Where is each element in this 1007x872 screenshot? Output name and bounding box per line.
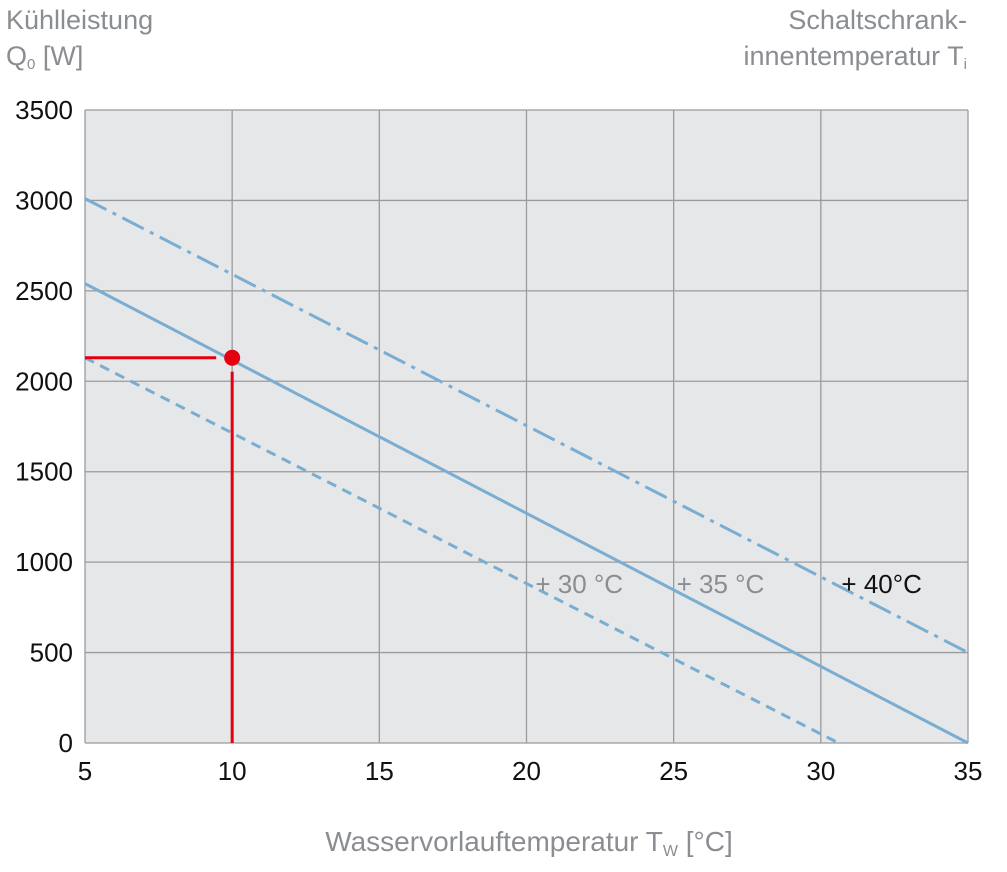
x-tick-label: 10 bbox=[218, 756, 247, 786]
y-tick-label: 2000 bbox=[15, 366, 73, 396]
x-axis-subscript: W bbox=[662, 843, 678, 860]
y-axis-symbol: Q bbox=[6, 41, 28, 71]
x-axis-unit: [°C] bbox=[678, 826, 733, 857]
series-group-label-text: innentemperatur T bbox=[743, 41, 964, 71]
y-tick-label: 3000 bbox=[15, 185, 73, 215]
series-group-label-line2: innentemperatur Ti bbox=[744, 38, 967, 83]
marker-point bbox=[224, 349, 241, 366]
y-tick-label: 2500 bbox=[15, 276, 73, 306]
series-group-label: Schaltschrank- innentemperatur Ti bbox=[744, 2, 967, 83]
x-tick-label: 5 bbox=[78, 756, 92, 786]
x-tick-label: 30 bbox=[806, 756, 835, 786]
y-axis-label-line2: Q0 [W] bbox=[6, 38, 153, 83]
x-tick-labels: 5 10 15 20 25 30 35 bbox=[78, 756, 983, 786]
series-label: + 30 °C bbox=[535, 569, 623, 599]
series-line bbox=[84, 197, 969, 654]
y-axis-label-line1: Kühlleistung bbox=[6, 5, 154, 35]
y-tick-labels: 0 500 1000 1500 2000 2500 3000 3500 bbox=[15, 95, 73, 758]
y-tick-label: 0 bbox=[59, 728, 73, 758]
x-axis-label-text: Wasservorlauftemperatur T bbox=[325, 826, 663, 857]
y-axis-label: Kühlleistung Q0 [W] bbox=[6, 2, 153, 83]
x-tick-label: 35 bbox=[954, 756, 983, 786]
series-group-label-line1: Schaltschrank- bbox=[788, 5, 967, 35]
y-tick-label: 3500 bbox=[15, 95, 73, 125]
x-tick-label: 15 bbox=[365, 756, 394, 786]
marker-lines bbox=[85, 349, 241, 743]
y-tick-label: 1500 bbox=[15, 457, 73, 487]
series-labels: + 30 °C + 35 °C + 40°C bbox=[535, 569, 922, 599]
x-axis-label: Wasservorlauftemperatur TW [°C] bbox=[0, 826, 1007, 861]
y-tick-label: 1000 bbox=[15, 547, 73, 577]
x-tick-label: 25 bbox=[659, 756, 688, 786]
series-label: + 40°C bbox=[841, 569, 922, 599]
series-line bbox=[84, 356, 840, 745]
series-group-label-subscript: i bbox=[963, 56, 967, 73]
y-axis-unit: [W] bbox=[35, 41, 84, 71]
y-axis-subscript: 0 bbox=[27, 56, 36, 73]
x-tick-label: 20 bbox=[512, 756, 541, 786]
series-label: + 35 °C bbox=[677, 569, 765, 599]
y-tick-label: 500 bbox=[30, 638, 73, 668]
